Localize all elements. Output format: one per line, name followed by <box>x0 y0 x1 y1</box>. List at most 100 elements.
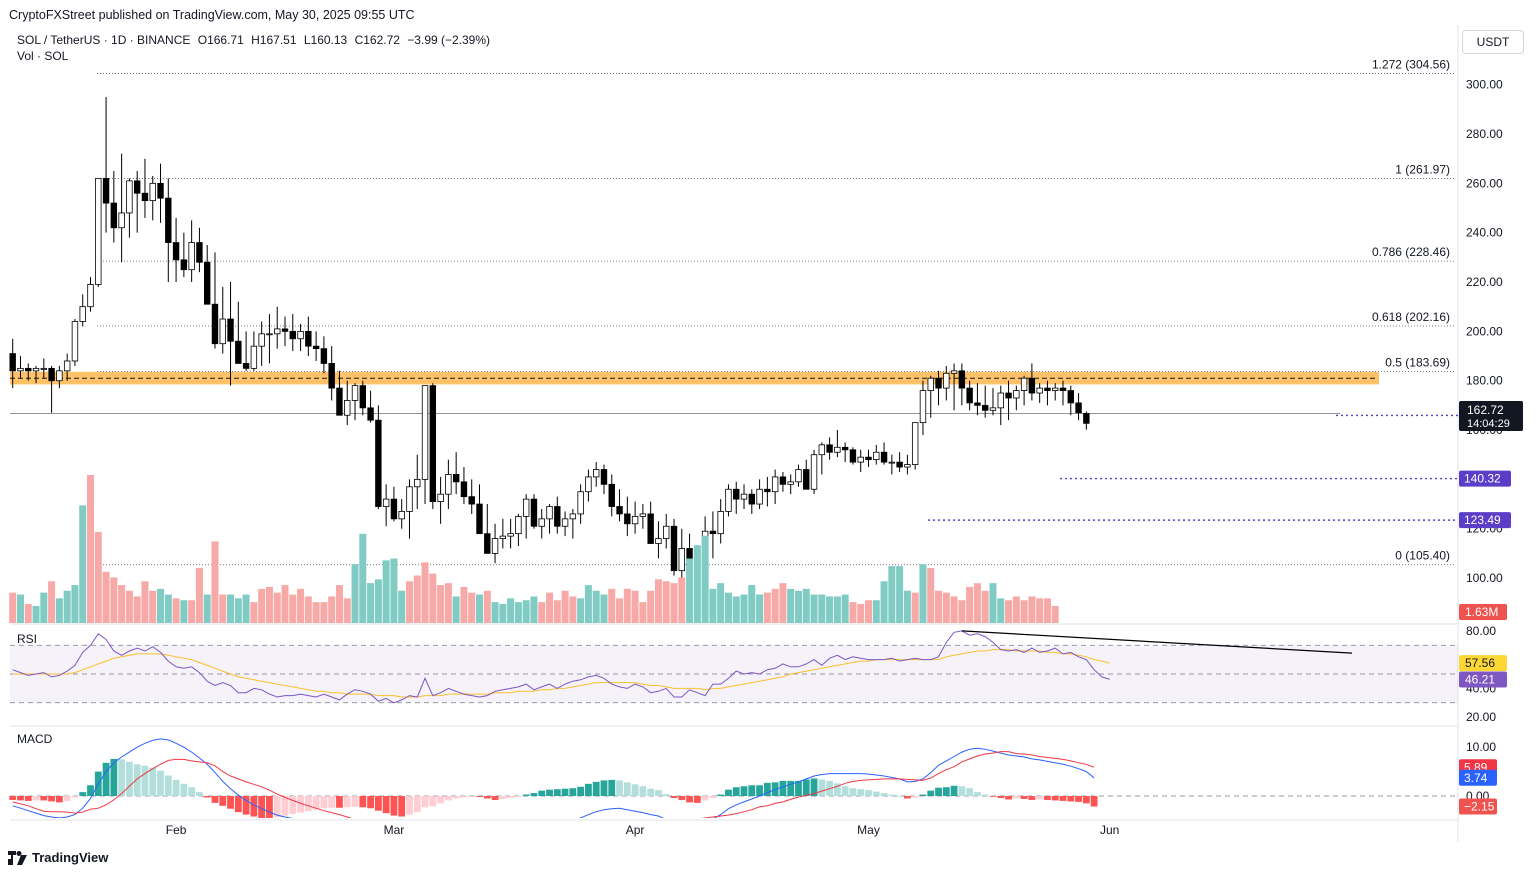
volume-bar <box>71 585 79 623</box>
volume-bar <box>63 590 71 623</box>
macd-histogram-bar <box>530 793 538 797</box>
volume-bar <box>538 602 546 623</box>
macd-histogram-bar <box>623 782 631 797</box>
macd-histogram-bar <box>1005 796 1012 800</box>
volume-legend[interactable]: Vol · SOL <box>17 49 69 63</box>
candle-body <box>771 476 779 493</box>
rsi-title: RSI <box>17 632 37 646</box>
volume-bar <box>258 588 266 623</box>
candle-body <box>32 367 40 372</box>
support-price-label: 165.94 <box>1464 408 1501 422</box>
volume-bar <box>390 558 398 623</box>
candle-body <box>826 444 833 453</box>
macd-histogram-bar <box>1044 796 1051 800</box>
rsi-badge <box>1459 671 1507 688</box>
volume-bar <box>359 533 367 623</box>
time-axis-month-label: May <box>857 823 880 837</box>
rsi-band-fill <box>10 645 1458 703</box>
volume-bar <box>351 564 359 623</box>
macd-histogram-bar <box>1051 796 1059 801</box>
volume-bar <box>273 592 281 623</box>
time-axis-month-label: Mar <box>384 823 405 837</box>
macd-histogram-bar <box>374 796 382 811</box>
macd-histogram-bar <box>289 796 297 815</box>
macd-histogram-bar <box>585 783 592 797</box>
candle-body <box>172 242 180 261</box>
macd-histogram-bar <box>196 792 203 797</box>
candle-body <box>367 407 374 421</box>
macd-histogram-bar <box>250 796 258 817</box>
currency-button[interactable]: USDT <box>1462 30 1524 54</box>
macd-histogram-bar <box>740 786 748 797</box>
macd-histogram-bar <box>398 796 406 817</box>
candle-body <box>717 511 724 535</box>
macd-histogram-bar <box>94 771 102 797</box>
macd-histogram-bar <box>444 796 452 801</box>
macd-histogram-bar <box>1020 796 1028 799</box>
macd-histogram-bar <box>865 790 872 797</box>
candle-body <box>507 533 514 537</box>
candle-body <box>289 330 296 340</box>
macd-histogram-bar <box>141 765 149 797</box>
volume-bar <box>125 590 133 623</box>
volume-bar <box>328 596 336 623</box>
candle-body <box>748 493 755 505</box>
candle-body <box>499 535 507 539</box>
volume-bar <box>997 598 1005 623</box>
macd-histogram-bar <box>219 796 227 806</box>
volume-bar <box>79 505 87 623</box>
volume-bar <box>810 594 818 623</box>
candle-body <box>624 513 631 525</box>
rsi-ma-badge <box>1459 655 1507 672</box>
volume-bar <box>779 583 787 623</box>
volume-bar <box>872 600 880 623</box>
volume-bar <box>102 571 110 623</box>
volume-bar <box>164 594 172 623</box>
candle-body <box>1059 387 1067 391</box>
candle-body <box>1075 402 1082 414</box>
macd-histogram-bar <box>234 796 242 813</box>
volume-bar <box>670 583 678 623</box>
macd-histogram-bar <box>382 796 390 814</box>
volume-bar <box>172 598 180 623</box>
volume-bar <box>530 596 538 623</box>
fib-level-label: 0 (105.40) <box>1395 549 1450 563</box>
symbol-label[interactable]: SOL / TetherUS · 1D · BINANCE <box>17 33 191 47</box>
candle-body <box>452 474 460 483</box>
macd-histogram-bar <box>515 796 522 797</box>
macd-histogram-bar <box>390 796 398 816</box>
volume-bar <box>367 583 375 623</box>
macd-histogram-bar <box>748 785 756 797</box>
volume-bar <box>48 581 56 623</box>
macd-histogram-bar <box>1012 796 1020 799</box>
volume-bar <box>1036 598 1044 623</box>
macd-histogram-bar <box>17 796 24 801</box>
candle-body <box>320 348 328 364</box>
macd-histogram-bar <box>9 796 17 800</box>
candle-body <box>102 178 110 204</box>
macd-histogram-bar <box>343 796 351 808</box>
macd-histogram-bar <box>904 796 911 799</box>
fib-level-label: 0.5 (183.69) <box>1385 356 1450 370</box>
macd-histogram-bar <box>227 796 234 809</box>
candle-body <box>312 345 320 350</box>
macd-histogram-bar <box>655 790 662 797</box>
macd-histogram-bar <box>779 780 787 797</box>
macd-badge <box>1459 769 1497 786</box>
candle-body <box>515 515 522 535</box>
brand-name: TradingView <box>32 850 109 865</box>
candle-body <box>476 503 483 535</box>
volume-bar <box>693 545 701 623</box>
volume-bar <box>608 588 616 623</box>
candle-body <box>569 513 577 520</box>
candle-body <box>1067 390 1074 404</box>
volume-bar <box>826 596 834 623</box>
macd-histogram-bar <box>336 796 343 808</box>
candle-body <box>865 456 872 461</box>
candle-body <box>522 498 530 517</box>
candle-body <box>227 318 234 342</box>
candle-body <box>110 202 118 229</box>
candle-body <box>608 483 615 507</box>
volume-bar <box>203 594 211 623</box>
